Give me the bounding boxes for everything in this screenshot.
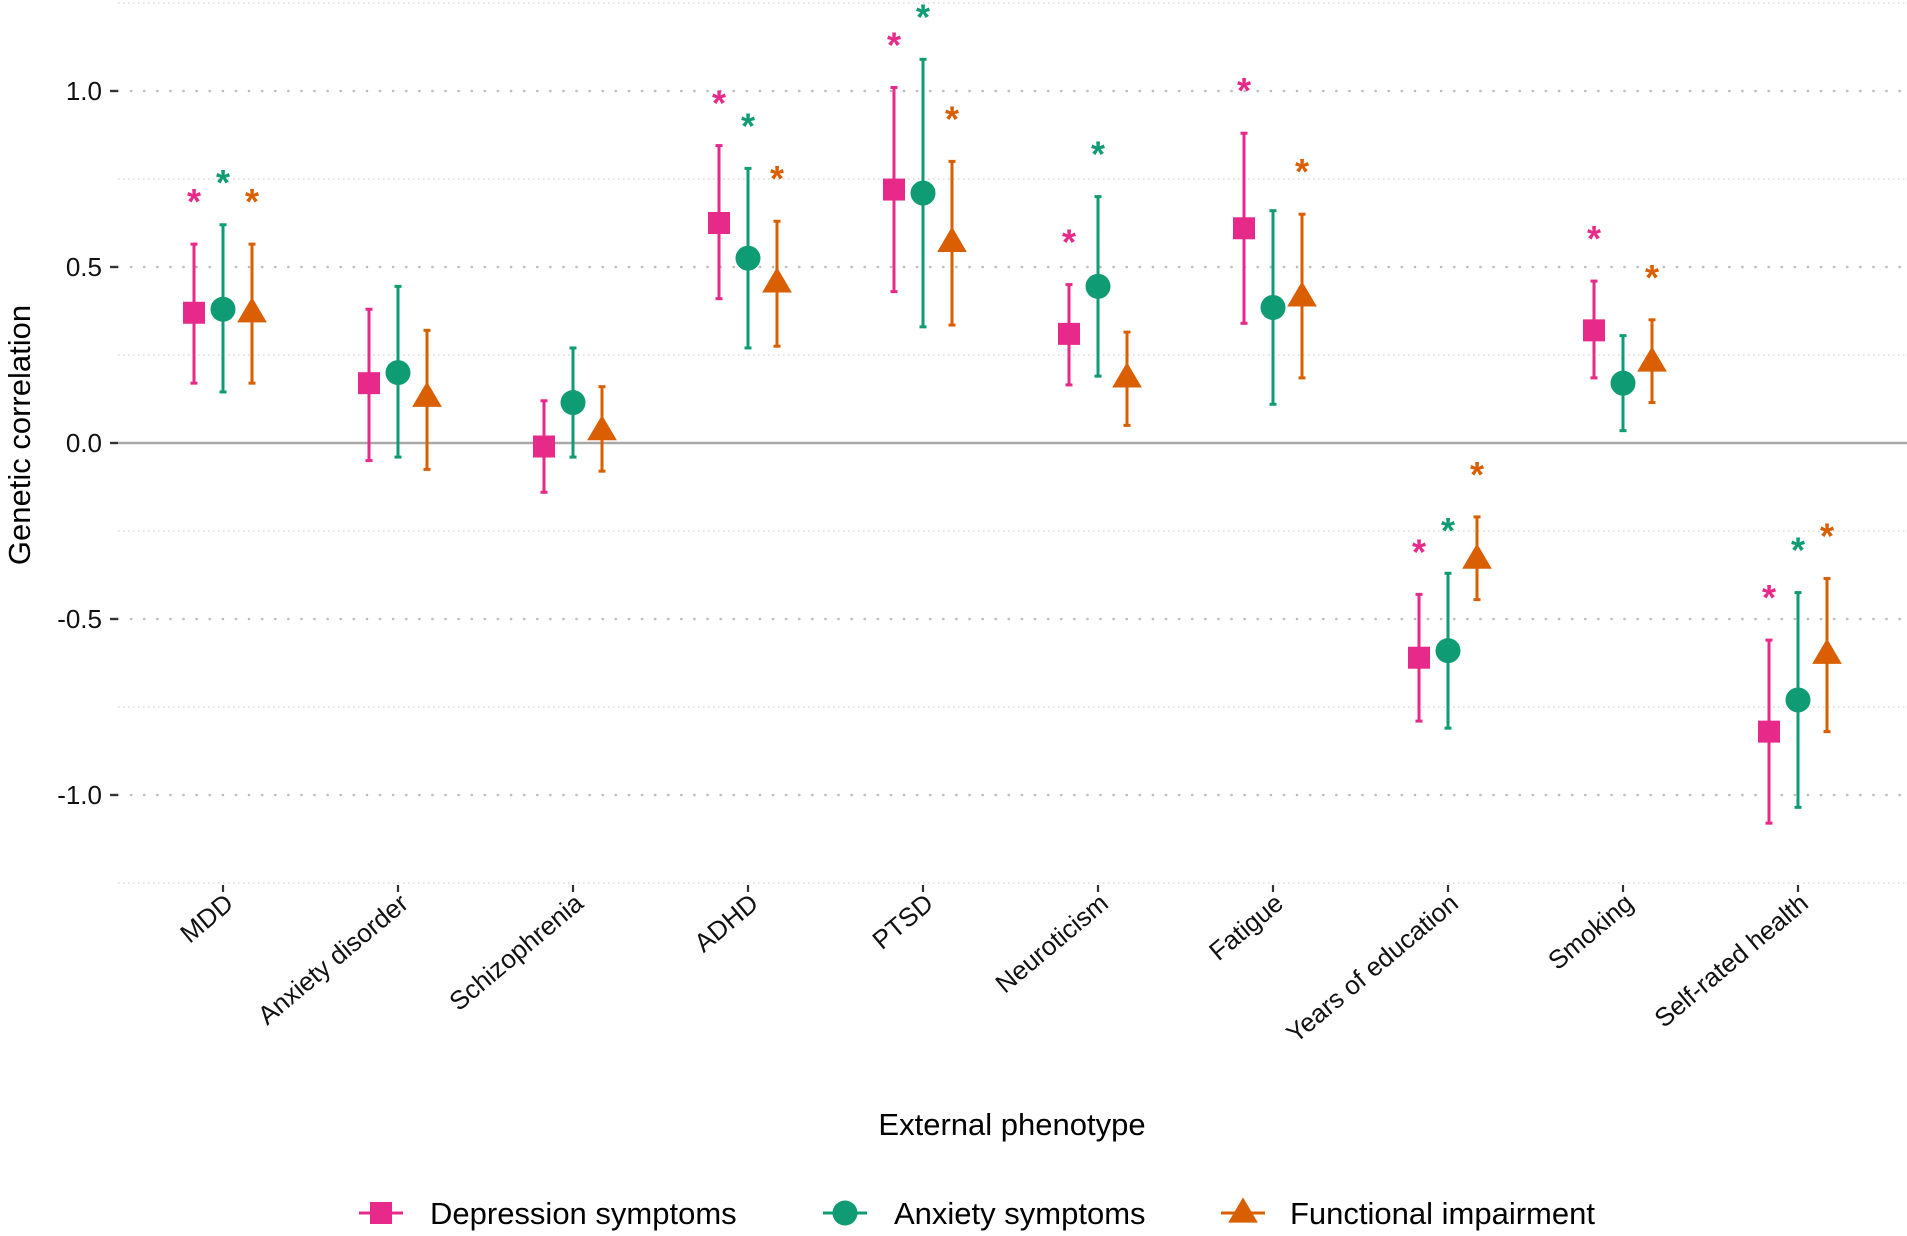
x-tick-label: MDD bbox=[174, 888, 239, 949]
significance-asterisk: * bbox=[770, 158, 784, 199]
x-axis: MDD Anxiety disorder Schizophrenia ADHD PTSD… bbox=[174, 885, 1814, 1048]
point-square bbox=[358, 372, 380, 395]
point-square bbox=[1583, 319, 1605, 342]
point-circle bbox=[385, 360, 411, 386]
series-anxiety-symptoms: * * * * * * bbox=[210, 0, 1811, 809]
point-square bbox=[533, 435, 555, 458]
significance-asterisk: * bbox=[1412, 531, 1426, 572]
significance-asterisk: * bbox=[916, 0, 930, 37]
x-tick-label: Years of education bbox=[1280, 888, 1464, 1049]
legend-key-circle-icon bbox=[832, 1200, 858, 1226]
point-triangle bbox=[412, 381, 442, 407]
x-tick-label: Anxiety disorder bbox=[252, 887, 414, 1030]
significance-asterisk: * bbox=[945, 98, 959, 139]
y-tick-label: 1.0 bbox=[66, 76, 102, 106]
y-axis: 1.0 0.5 0.0 -0.5 -1.0 bbox=[57, 76, 118, 810]
x-tick-label: Fatigue bbox=[1203, 888, 1289, 967]
legend-item: Anxiety symptoms bbox=[823, 1196, 1146, 1231]
series-functional-impairment: * * * * * * * bbox=[237, 98, 1842, 734]
legend-label: Anxiety symptoms bbox=[894, 1196, 1146, 1231]
point-triangle bbox=[587, 414, 617, 441]
significance-asterisk: * bbox=[1237, 70, 1251, 111]
significance-asterisk: * bbox=[1820, 516, 1834, 557]
point-triangle bbox=[237, 297, 267, 323]
point-square bbox=[183, 301, 205, 324]
point-triangle bbox=[762, 267, 792, 293]
x-tick-label: Schizophrenia bbox=[443, 887, 589, 1016]
point-circle bbox=[735, 245, 761, 271]
point-square bbox=[1058, 322, 1080, 345]
significance-asterisk: * bbox=[1791, 530, 1805, 571]
point-triangle bbox=[1812, 638, 1842, 664]
significance-asterisk: * bbox=[1587, 218, 1601, 259]
point-circle bbox=[560, 390, 586, 416]
point-circle bbox=[1085, 273, 1111, 299]
legend-item: Functional impairment bbox=[1221, 1196, 1595, 1231]
point-triangle bbox=[1112, 362, 1142, 388]
legend-key-triangle-icon bbox=[1228, 1197, 1258, 1223]
point-square bbox=[1758, 720, 1780, 743]
y-tick-label: -0.5 bbox=[57, 604, 102, 634]
significance-asterisk: * bbox=[1470, 454, 1484, 495]
series-depression-symptoms: * * * * * * * * bbox=[183, 24, 1780, 825]
gridlines bbox=[116, 2, 1907, 884]
significance-asterisk: * bbox=[1091, 134, 1105, 175]
x-tick-label: PTSD bbox=[866, 888, 938, 956]
legend-label: Depression symptoms bbox=[430, 1196, 737, 1231]
point-triangle bbox=[1637, 346, 1667, 372]
point-square bbox=[1408, 646, 1430, 669]
significance-asterisk: * bbox=[216, 162, 230, 203]
point-triangle bbox=[1287, 281, 1317, 307]
point-circle bbox=[1260, 294, 1286, 320]
y-tick-label: -1.0 bbox=[57, 780, 102, 810]
x-tick-label: ADHD bbox=[688, 888, 764, 958]
point-circle bbox=[1785, 687, 1811, 713]
significance-asterisk: * bbox=[887, 24, 901, 65]
point-triangle bbox=[937, 226, 967, 252]
point-triangle bbox=[1462, 543, 1492, 569]
legend-label: Functional impairment bbox=[1290, 1196, 1595, 1231]
point-square bbox=[708, 212, 730, 234]
legend: Depression symptoms Anxiety symptoms Funct… bbox=[359, 1196, 1595, 1231]
point-circle bbox=[1435, 638, 1461, 664]
significance-asterisk: * bbox=[1762, 577, 1776, 618]
legend-item: Depression symptoms bbox=[359, 1196, 737, 1231]
point-square bbox=[1233, 217, 1255, 240]
y-tick-label: 0.5 bbox=[66, 252, 102, 282]
x-tick-label: Self-rated health bbox=[1648, 888, 1813, 1034]
legend-key-square-icon bbox=[370, 1202, 392, 1224]
significance-asterisk: * bbox=[245, 181, 259, 222]
significance-asterisk: * bbox=[187, 181, 201, 222]
significance-asterisk: * bbox=[1062, 222, 1076, 263]
point-square bbox=[883, 178, 905, 201]
significance-asterisk: * bbox=[741, 105, 755, 146]
significance-asterisk: * bbox=[1295, 151, 1309, 192]
y-tick-label: 0.0 bbox=[66, 428, 102, 458]
x-tick-label: Smoking bbox=[1542, 888, 1639, 976]
y-axis-title: Genetic correlation bbox=[2, 305, 37, 565]
point-circle bbox=[210, 296, 236, 322]
point-circle bbox=[910, 180, 936, 206]
data-marks: * * * * * * * * * * * * * * * * * * * * * bbox=[183, 0, 1842, 825]
significance-asterisk: * bbox=[1645, 257, 1659, 298]
point-circle bbox=[1610, 370, 1636, 396]
significance-asterisk: * bbox=[1441, 510, 1455, 551]
x-tick-label: Neuroticism bbox=[989, 888, 1113, 999]
x-axis-title: External phenotype bbox=[878, 1107, 1145, 1142]
significance-asterisk: * bbox=[712, 83, 726, 124]
